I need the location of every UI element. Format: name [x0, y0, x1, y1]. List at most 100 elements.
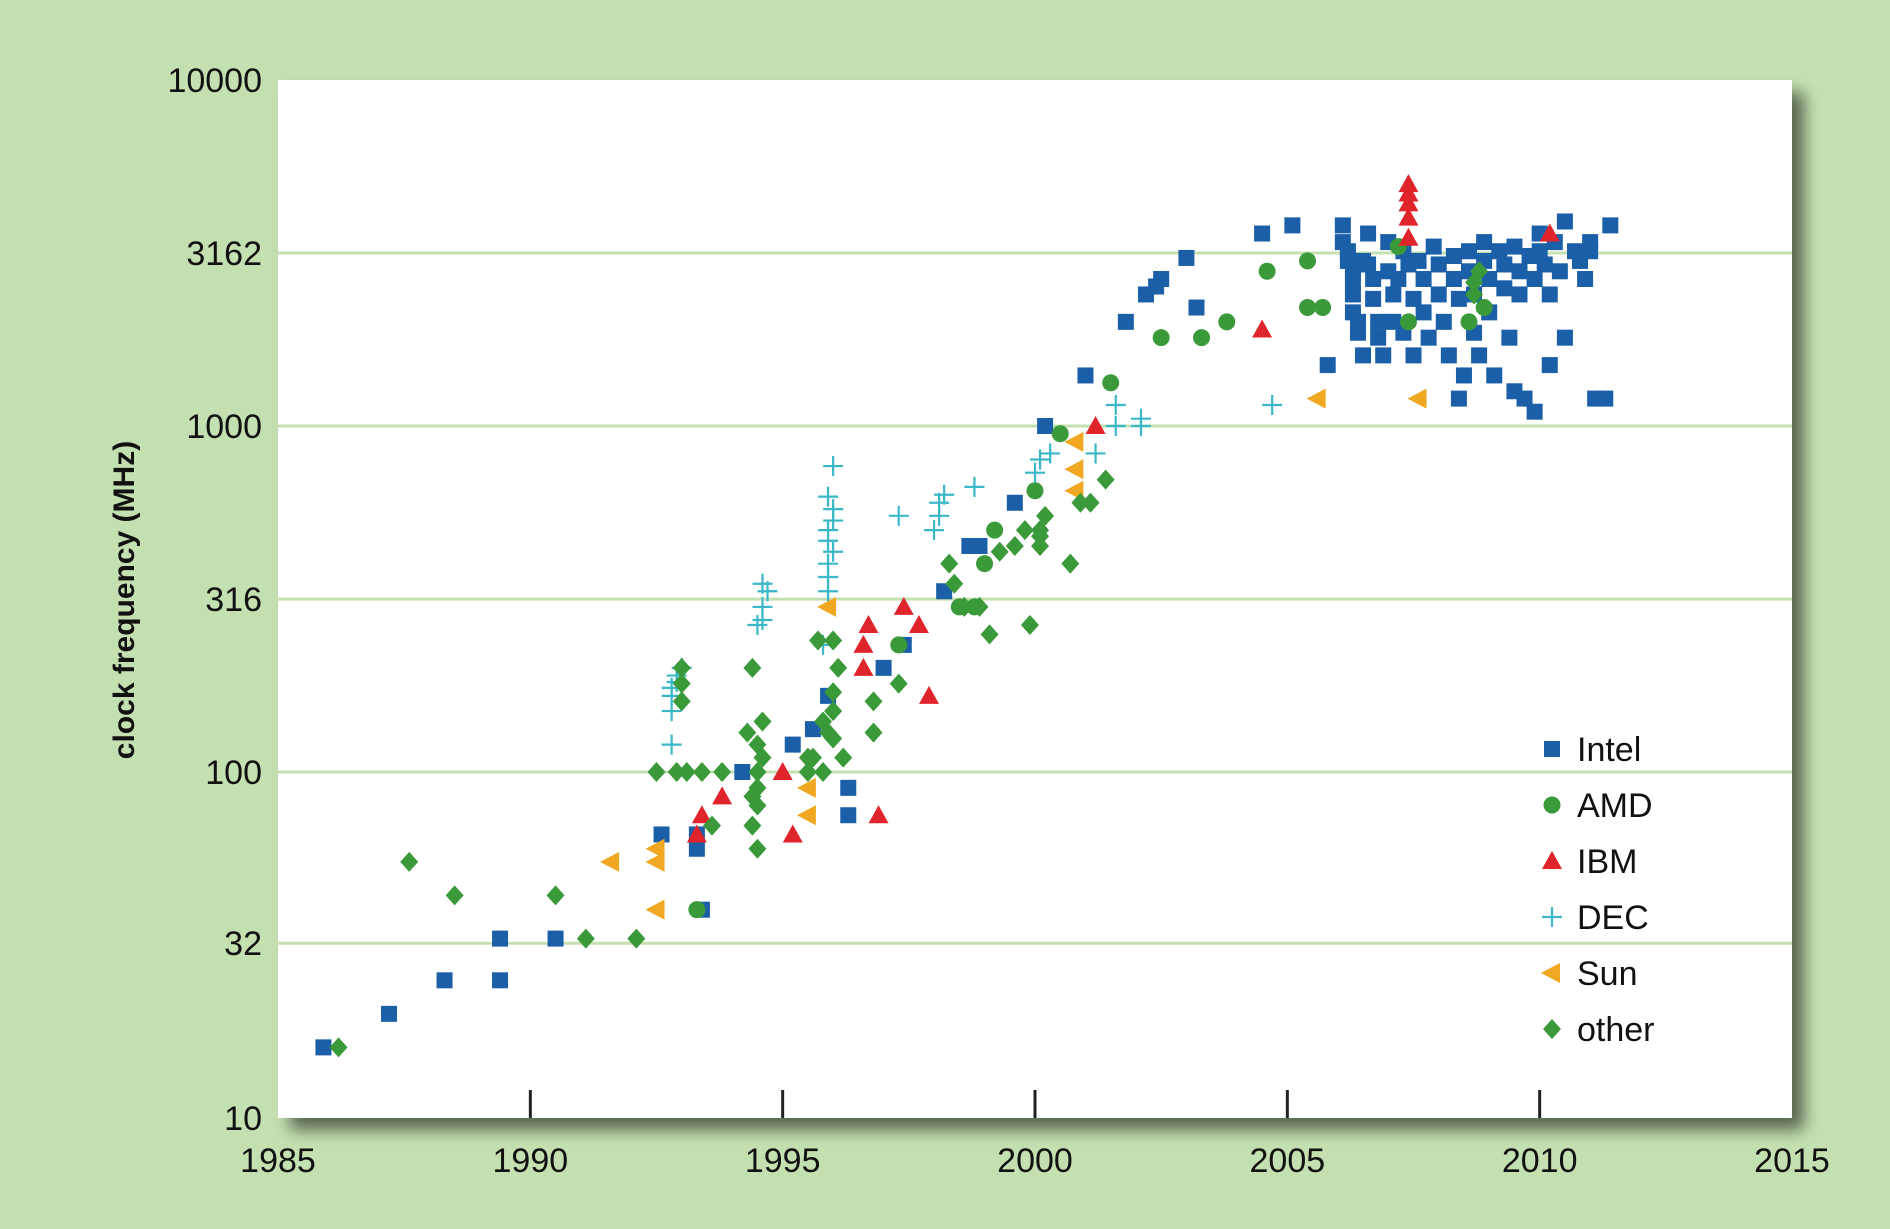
- data-point-dec: [888, 505, 909, 526]
- legend-marker-other: [1543, 1019, 1561, 1039]
- data-point-other: [829, 657, 848, 678]
- data-point-intel: [1420, 329, 1437, 346]
- legend-marker-ibm: [1542, 851, 1562, 869]
- data-point-dec: [752, 573, 773, 594]
- legend: Intel AMD IBM DEC Sun other: [1541, 731, 1655, 1049]
- data-point-other: [940, 553, 959, 574]
- data-point-other: [824, 630, 843, 651]
- data-point-dec: [1105, 394, 1126, 415]
- data-point-other: [445, 885, 464, 906]
- data-point-intel: [1254, 225, 1271, 242]
- data-point-other: [824, 701, 843, 722]
- data-point-amd: [976, 555, 994, 573]
- data-point-amd: [1051, 425, 1069, 443]
- data-point-intel: [436, 972, 453, 989]
- data-point-dec: [934, 484, 955, 505]
- y-axis-tick-labels: 10 32 100 316 1000 3162 10000: [167, 62, 262, 1138]
- data-point-dec: [1025, 462, 1045, 483]
- data-point-other: [1081, 492, 1100, 513]
- data-point-amd: [1102, 374, 1120, 392]
- data-point-intel: [1536, 256, 1553, 273]
- legend-label-amd: AMD: [1577, 787, 1653, 825]
- data-point-intel: [653, 826, 670, 843]
- legend-label-intel: Intel: [1577, 731, 1641, 769]
- data-point-amd: [986, 521, 1004, 539]
- data-point-other: [834, 747, 853, 768]
- data-point-dec: [752, 596, 773, 617]
- data-point-sun: [600, 851, 620, 872]
- legend-marker-amd: [1543, 796, 1561, 814]
- data-point-other: [955, 596, 974, 617]
- data-point-intel: [1445, 270, 1462, 287]
- data-point-intel: [1355, 347, 1372, 364]
- data-point-other: [1015, 520, 1034, 541]
- gridlines: [278, 251, 1792, 945]
- data-point-other: [703, 815, 722, 836]
- data-point-intel: [1526, 270, 1543, 287]
- data-point-intel: [547, 930, 564, 947]
- data-point-dec: [818, 553, 839, 574]
- data-point-sun: [1407, 388, 1427, 409]
- data-point-ibm: [893, 596, 914, 615]
- data-point-amd: [1258, 262, 1276, 280]
- data-point-intel: [1385, 286, 1402, 303]
- y-tick-label: 316: [205, 581, 262, 619]
- data-point-amd: [890, 636, 908, 654]
- data-point-other: [1096, 469, 1115, 490]
- data-point-intel: [1319, 357, 1336, 374]
- data-point-amd: [1314, 299, 1332, 317]
- data-point-other: [1036, 505, 1055, 526]
- data-point-ibm: [782, 824, 803, 843]
- data-point-dec: [1105, 416, 1126, 436]
- data-point-dec: [1040, 443, 1061, 464]
- data-point-intel: [1501, 329, 1518, 346]
- data-point-other: [692, 762, 711, 782]
- y-tick-label: 100: [205, 754, 262, 792]
- data-point-dec: [747, 614, 768, 635]
- data-point-intel: [734, 764, 751, 780]
- data-point-intel: [840, 807, 857, 824]
- data-point-intel: [1455, 367, 1472, 384]
- data-point-sun: [645, 851, 665, 872]
- data-point-amd: [1475, 299, 1493, 317]
- data-point-dec: [929, 492, 950, 513]
- data-point-dec: [818, 486, 839, 507]
- data-point-other: [748, 795, 767, 816]
- data-point-intel: [1450, 290, 1467, 307]
- data-point-dec: [964, 476, 985, 497]
- data-point-intel: [1511, 286, 1528, 303]
- data-point-intel: [1435, 313, 1452, 330]
- data-point-intel: [1375, 347, 1392, 364]
- data-point-intel: [1360, 256, 1377, 273]
- data-point-intel: [315, 1039, 332, 1056]
- data-point-intel: [1430, 286, 1447, 303]
- data-point-other: [824, 728, 843, 749]
- data-point-intel: [1405, 347, 1422, 364]
- data-point-ibm: [908, 614, 929, 633]
- data-point-ibm: [868, 805, 889, 824]
- data-point-other: [667, 762, 686, 782]
- data-point-intel: [1496, 280, 1513, 297]
- data-point-other: [864, 722, 883, 743]
- y-tick-label: 3162: [186, 235, 262, 273]
- data-point-intel: [1415, 270, 1432, 287]
- data-point-intel: [840, 779, 857, 796]
- data-point-sun: [645, 838, 665, 859]
- data-point-intel: [1582, 243, 1599, 260]
- data-point-intel: [492, 930, 509, 947]
- data-point-intel: [1425, 238, 1442, 255]
- data-point-intel: [1365, 290, 1382, 307]
- data-point-other: [1465, 284, 1484, 305]
- data-point-intel: [1556, 213, 1573, 230]
- data-point-intel: [1037, 418, 1054, 434]
- data-point-other: [945, 573, 964, 594]
- legend-label-ibm: IBM: [1577, 843, 1637, 881]
- legend-label-dec: DEC: [1577, 899, 1649, 937]
- data-point-intel: [1344, 286, 1361, 303]
- y-tick-label: 10000: [167, 62, 262, 100]
- data-point-amd: [1026, 482, 1044, 500]
- data-point-intel: [1551, 263, 1568, 280]
- data-point-other: [672, 673, 691, 694]
- data-point-other: [970, 596, 989, 617]
- data-point-other: [576, 928, 595, 949]
